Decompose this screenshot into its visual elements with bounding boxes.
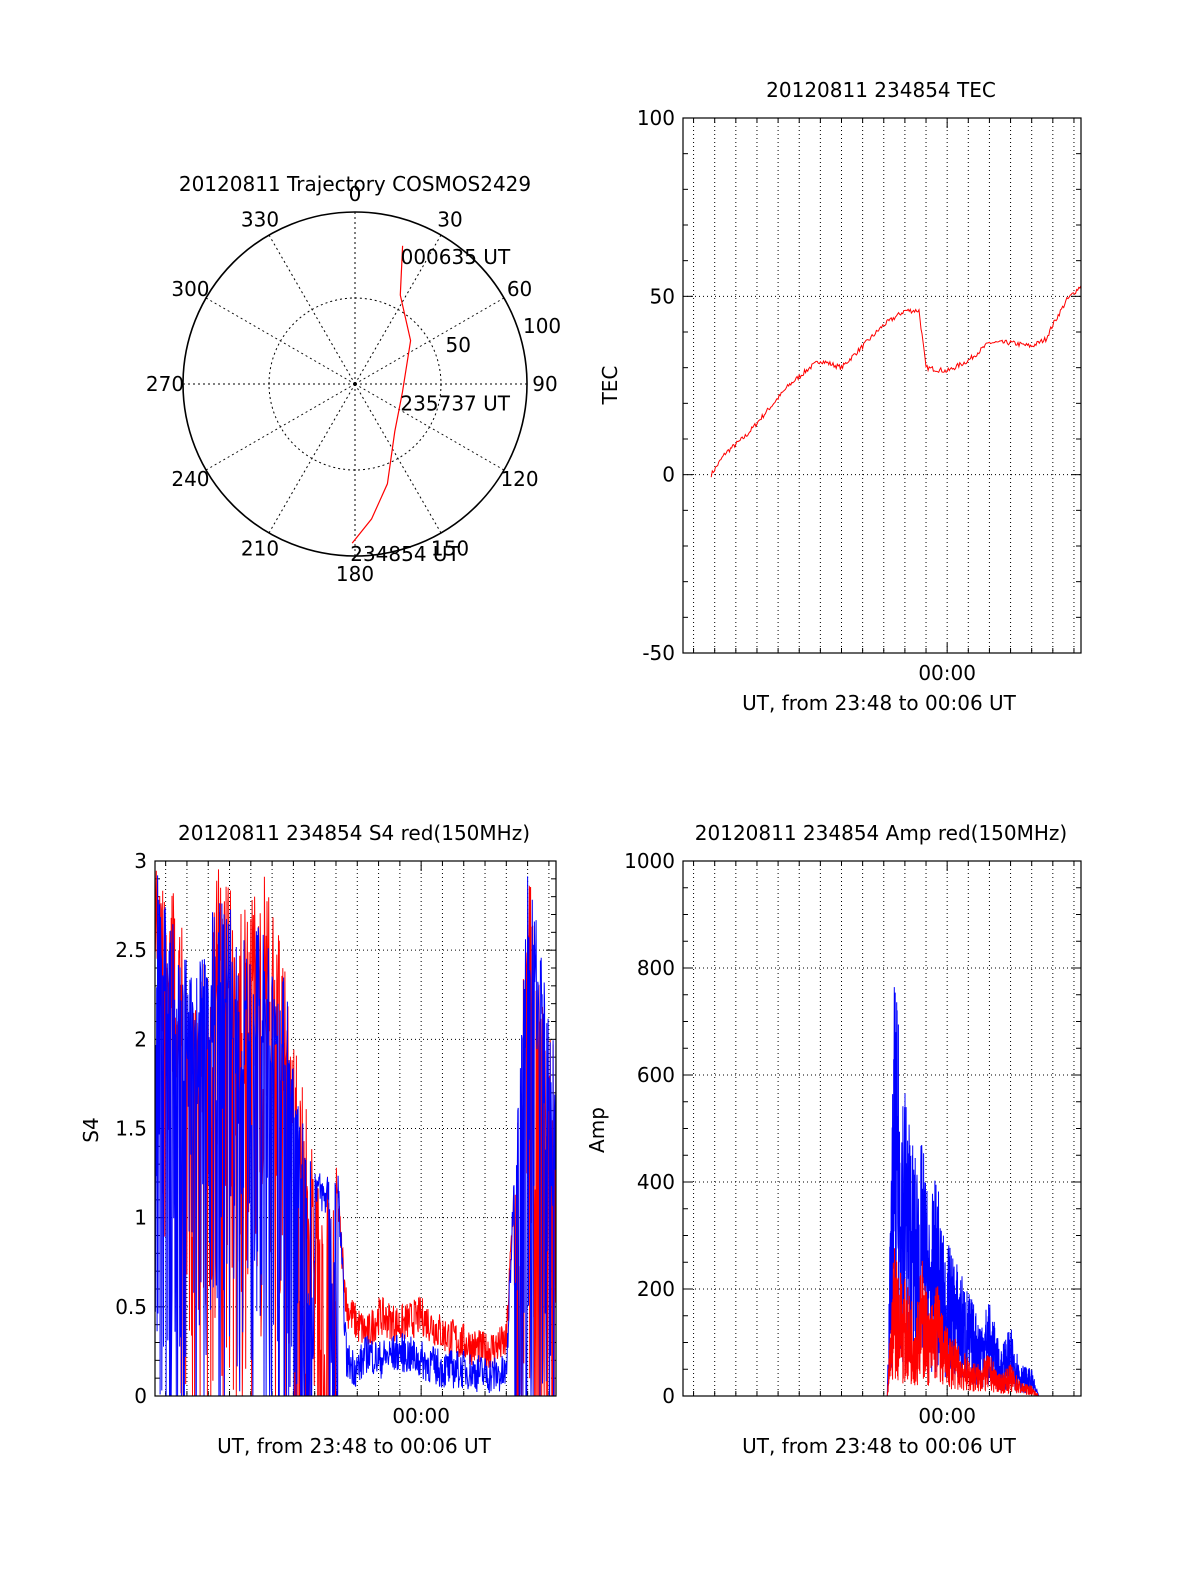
polar-labels: 0 30 60 90 120 150 180 210 240 270 300 330 50 100 0006… bbox=[146, 182, 561, 586]
s4-xlabel: UT, from 23:48 to 00:06 UT bbox=[217, 1434, 492, 1458]
trajectory-time-label: 000635 UT bbox=[401, 245, 511, 269]
series-group bbox=[711, 987, 1081, 1396]
y-tick-label: 1.5 bbox=[115, 1117, 147, 1141]
plot-frame bbox=[154, 860, 557, 1397]
trajectory-time-label: 234854 UT bbox=[350, 542, 460, 566]
x-tick-label: 00:00 bbox=[918, 661, 976, 685]
y-tick-label: -50 bbox=[642, 641, 675, 665]
polar-spoke bbox=[205, 297, 356, 385]
y-tick-label: 2.5 bbox=[115, 938, 147, 962]
polar-grid bbox=[182, 211, 528, 557]
trajectory-polar-plot: 20120811 Trajectory COSMOS2429 0 30 60 90 12… bbox=[146, 172, 561, 586]
polar-angle-label: 60 bbox=[507, 277, 532, 301]
tec-title: 20120811 234854 TEC bbox=[766, 78, 996, 102]
series-line-blue bbox=[711, 987, 1081, 1396]
polar-angle-label: 270 bbox=[146, 372, 184, 396]
tec-xlabel: UT, from 23:48 to 00:06 UT bbox=[742, 691, 1017, 715]
trajectory-line bbox=[351, 245, 412, 544]
x-tick-label: 00:00 bbox=[392, 1404, 450, 1428]
trajectory-time-label: 235737 UT bbox=[400, 391, 510, 415]
amp-plot-body: 0 200 400 600 800 1000 00:00 bbox=[624, 849, 1082, 1428]
polar-angle-label: 240 bbox=[171, 467, 209, 491]
polar-angle-label: 120 bbox=[500, 467, 538, 491]
amp-plot: 20120811 234854 Amp red(150MHz) UT, from… bbox=[585, 821, 1082, 1458]
s4-ylabel: S4 bbox=[79, 1117, 103, 1142]
y-tick-label: 1 bbox=[134, 1206, 147, 1230]
s4-plot-body: 0 0.5 1 1.5 2 2.5 3 00:00 bbox=[115, 849, 557, 1428]
series-group bbox=[155, 869, 556, 1396]
tec-plot: 20120811 234854 TEC UT, from 23:48 to 00… bbox=[598, 78, 1082, 715]
y-tick-label: 0 bbox=[134, 1384, 147, 1408]
y-tick-label: 100 bbox=[637, 106, 675, 130]
x-tick-label: 00:00 bbox=[918, 1404, 976, 1428]
amp-xlabel: UT, from 23:48 to 00:06 UT bbox=[742, 1434, 1017, 1458]
polar-series bbox=[351, 245, 412, 544]
y-tick-label: 0 bbox=[662, 463, 675, 487]
series-line-red bbox=[155, 869, 556, 1396]
polar-angle-label: 300 bbox=[171, 277, 209, 301]
polar-angle-label: 30 bbox=[437, 207, 462, 231]
polar-angle-label: 210 bbox=[241, 537, 279, 561]
tec-ylabel: TEC bbox=[598, 366, 622, 406]
y-tick-label: 200 bbox=[637, 1277, 675, 1301]
y-tick-label: 2 bbox=[134, 1027, 147, 1051]
polar-angle-label: 90 bbox=[532, 372, 557, 396]
y-tick-label: 1000 bbox=[624, 849, 675, 873]
polar-angle-label: 330 bbox=[241, 207, 279, 231]
polar-radial-label: 50 bbox=[446, 333, 471, 357]
polar-spoke bbox=[354, 383, 442, 534]
amp-title: 20120811 234854 Amp red(150MHz) bbox=[695, 821, 1067, 845]
series-line-red bbox=[711, 1248, 1081, 1396]
y-tick-label: 0 bbox=[662, 1384, 675, 1408]
polar-spoke bbox=[354, 297, 505, 385]
tec-plot-body: -50 0 50 100 00:00 bbox=[637, 106, 1082, 685]
y-tick-label: 800 bbox=[637, 956, 675, 980]
plot-frame bbox=[682, 860, 1082, 1397]
trajectory-title: 20120811 Trajectory COSMOS2429 bbox=[179, 172, 531, 196]
amp-ylabel: Amp bbox=[585, 1107, 609, 1153]
series-line-red bbox=[710, 285, 1081, 478]
polar-spoke bbox=[354, 383, 505, 471]
s4-plot: 20120811 234854 S4 red(150MHz) UT, from … bbox=[79, 821, 557, 1458]
s4-title: 20120811 234854 S4 red(150MHz) bbox=[178, 821, 530, 845]
y-tick-label: 0.5 bbox=[115, 1295, 147, 1319]
y-tick-label: 3 bbox=[134, 849, 147, 873]
polar-spoke bbox=[268, 234, 356, 385]
series-group bbox=[710, 285, 1081, 478]
plot-frame bbox=[682, 117, 1082, 654]
polar-radial-label: 100 bbox=[523, 314, 561, 338]
polar-spoke bbox=[268, 383, 356, 534]
polar-spoke bbox=[205, 383, 356, 471]
y-tick-label: 400 bbox=[637, 1170, 675, 1194]
series-line-blue bbox=[155, 875, 556, 1396]
polar-spoke bbox=[354, 234, 442, 385]
polar-angle-label: 0 bbox=[349, 182, 362, 206]
y-tick-label: 50 bbox=[650, 284, 675, 308]
polar-angle-label: 180 bbox=[336, 562, 374, 586]
polar-angle-label: 150 bbox=[431, 537, 469, 561]
y-tick-label: 600 bbox=[637, 1063, 675, 1087]
